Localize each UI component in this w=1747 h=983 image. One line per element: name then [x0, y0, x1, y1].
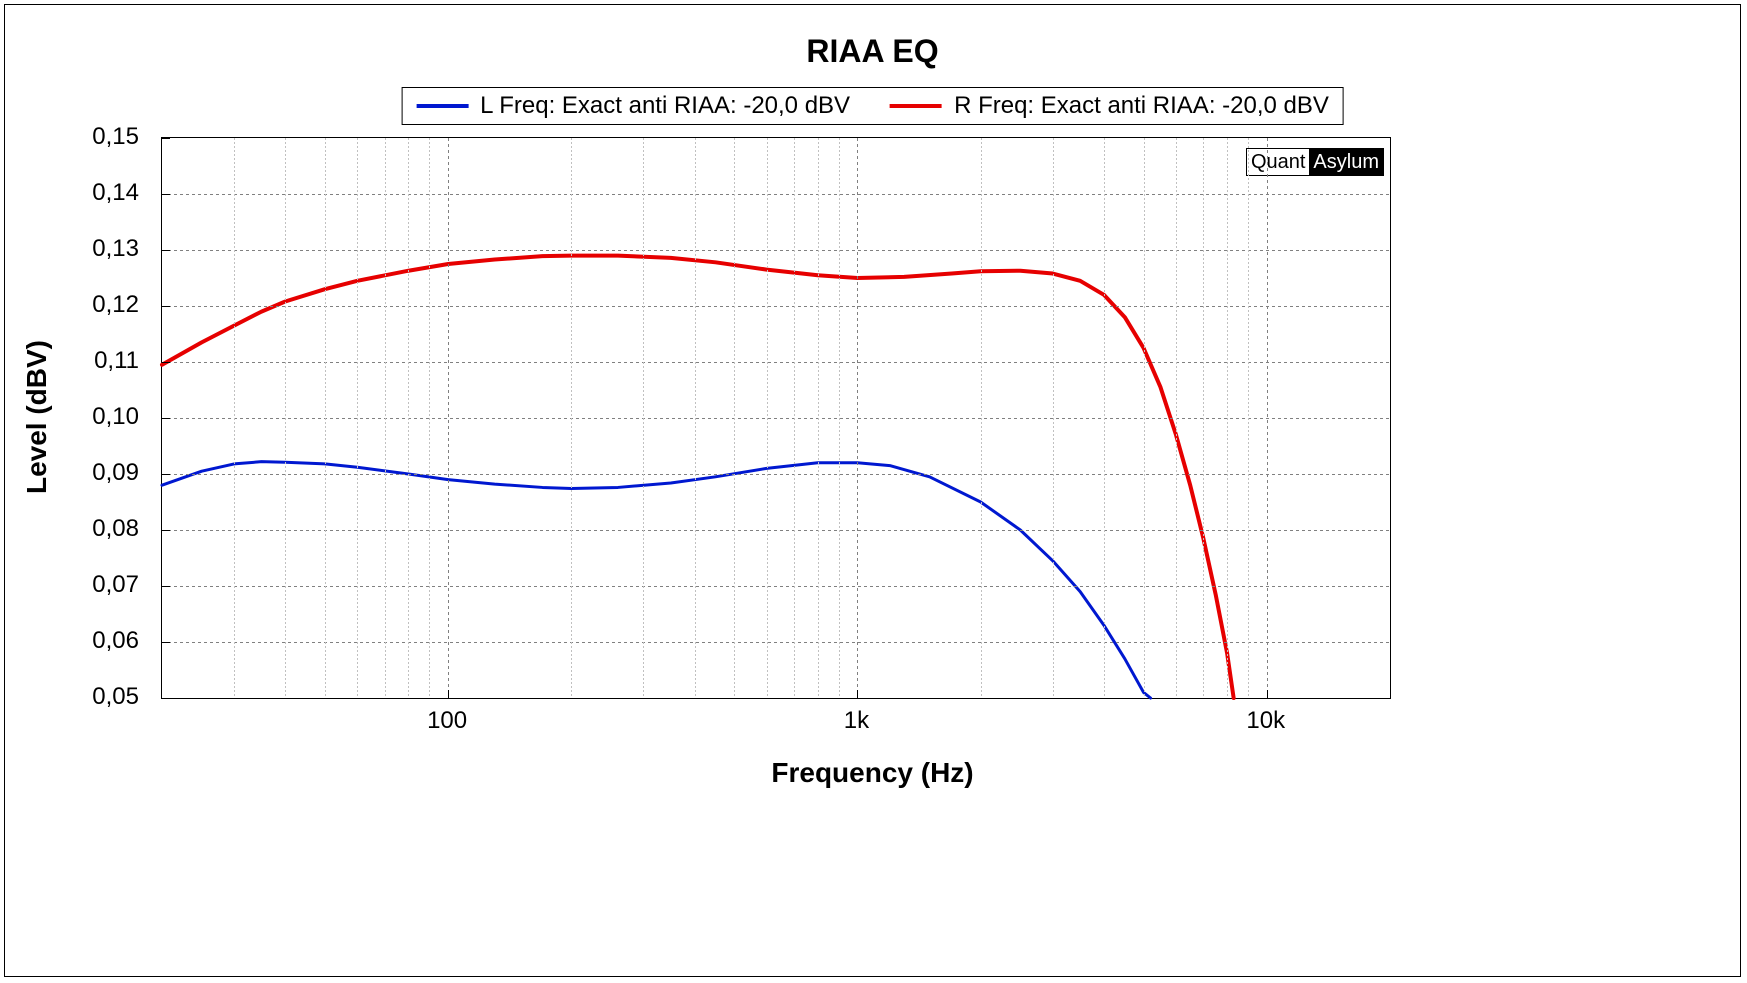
- chart-title: RIAA EQ: [5, 33, 1740, 70]
- x-axis-label: Frequency (Hz): [5, 757, 1740, 789]
- y-tick-label: 0,12: [92, 291, 139, 319]
- legend-label-r: R Freq: Exact anti RIAA: -20,0 dBV: [954, 92, 1329, 120]
- legend-item-l: L Freq: Exact anti RIAA: -20,0 dBV: [416, 92, 850, 120]
- x-tick-label: 10k: [1246, 707, 1285, 735]
- legend-swatch-l: [416, 104, 468, 108]
- plot-area: Quant Asylum: [161, 137, 1391, 699]
- x-tick-label: 100: [427, 707, 467, 735]
- chart-frame: RIAA EQ L Freq: Exact anti RIAA: -20,0 d…: [4, 4, 1741, 977]
- y-tick-label: 0,08: [92, 515, 139, 543]
- y-tick-label: 0,10: [92, 403, 139, 431]
- y-tick-label: 0,11: [94, 347, 139, 375]
- x-tick-label: 1k: [844, 707, 869, 735]
- legend: L Freq: Exact anti RIAA: -20,0 dBV R Fre…: [401, 87, 1344, 125]
- y-tick-label: 0,15: [92, 123, 139, 151]
- y-tick-label: 0,14: [92, 179, 139, 207]
- legend-label-l: L Freq: Exact anti RIAA: -20,0 dBV: [480, 92, 850, 120]
- y-tick-label: 0,06: [92, 627, 139, 655]
- y-axis-label: Level (dBV): [21, 340, 53, 494]
- series-R: [162, 256, 1234, 698]
- y-tick-label: 0,05: [92, 683, 139, 711]
- legend-item-r: R Freq: Exact anti RIAA: -20,0 dBV: [890, 92, 1329, 120]
- y-tick-label: 0,13: [92, 235, 139, 263]
- series-L: [162, 462, 1151, 698]
- legend-swatch-r: [890, 104, 942, 108]
- y-tick-label: 0,07: [92, 571, 139, 599]
- y-tick-label: 0,09: [92, 459, 139, 487]
